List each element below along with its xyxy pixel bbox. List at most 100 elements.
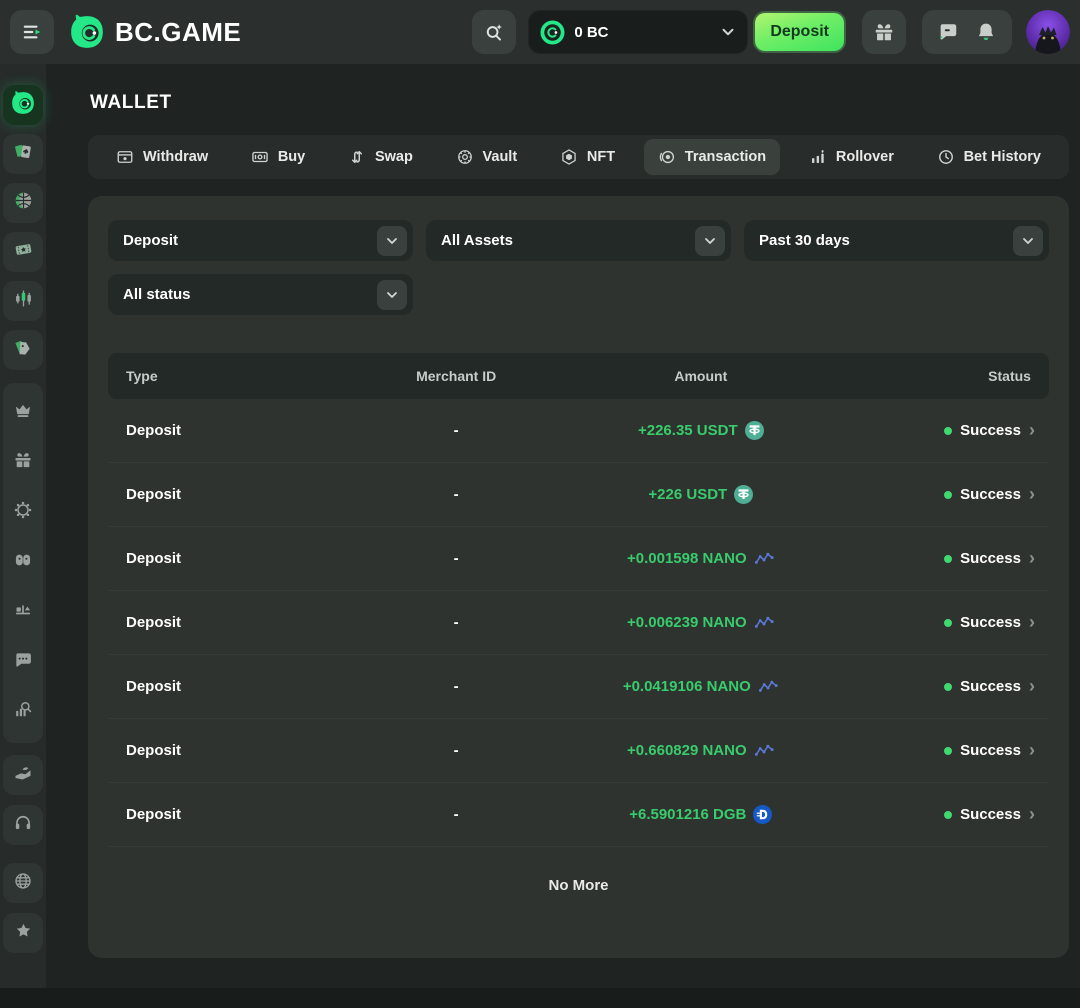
nano-icon: [758, 680, 779, 694]
tx-status[interactable]: Success ›: [823, 611, 1049, 632]
sidebar-item-analytics[interactable]: [3, 688, 43, 736]
buy-icon: [251, 148, 269, 166]
chevron-down-icon[interactable]: [1013, 225, 1043, 256]
chevron-right-icon: ›: [1028, 483, 1035, 504]
logo-text: BC.GAME: [115, 16, 242, 47]
tx-amount: +226.35 USDT: [578, 421, 823, 440]
tab-buy[interactable]: Buy: [237, 139, 319, 175]
tab-vault[interactable]: Vault: [442, 139, 532, 175]
chevron-down-icon[interactable]: [377, 225, 407, 256]
rollover-icon: [809, 148, 827, 166]
no-more-text: No More: [548, 877, 609, 894]
bonus-icon: [13, 450, 33, 475]
chevron-down-icon[interactable]: [695, 225, 725, 256]
filter-date-range[interactable]: Past 30 days: [744, 220, 1049, 261]
nano-icon: [754, 744, 775, 758]
table-header: Type Merchant ID Amount Status: [108, 353, 1049, 399]
chevron-right-icon: ›: [1028, 419, 1035, 440]
sidebar-item-support[interactable]: [3, 805, 43, 845]
success-dot: [944, 810, 953, 819]
user-avatar[interactable]: [1026, 10, 1070, 54]
tx-status[interactable]: Success ›: [823, 741, 1049, 759]
tab-swap[interactable]: Swap: [334, 139, 427, 175]
bc-game-logo[interactable]: BC.GAME: [68, 13, 241, 51]
forum-icon: [13, 650, 33, 675]
table-row[interactable]: Deposit - +0.0419106 NANO Success ›: [108, 655, 1049, 719]
chevron-right-icon: ›: [1028, 611, 1035, 632]
tab-withdraw[interactable]: Withdraw: [102, 139, 222, 175]
balance-group: 0 BC Deposit: [528, 10, 844, 54]
avatar-image: [1026, 10, 1070, 54]
sidebar-item-lottery[interactable]: [3, 232, 43, 272]
filter-row-2: All status: [108, 274, 1049, 315]
sidebar-group-top: [3, 85, 43, 379]
tx-status[interactable]: Success ›: [823, 805, 1049, 823]
tx-merchant-id: -: [453, 486, 459, 503]
tx-merchant-id: -: [453, 422, 459, 439]
balance-selector[interactable]: 0 BC: [528, 10, 749, 54]
vault-icon: [456, 148, 474, 166]
chevron-down-icon[interactable]: [377, 279, 407, 310]
bc-logo-icon: [10, 90, 36, 121]
sidebar-item-community[interactable]: [3, 538, 43, 586]
filter-status[interactable]: All status: [108, 274, 413, 315]
tx-status[interactable]: Success ›: [823, 483, 1049, 504]
tx-amount: +0.001598 NANO: [578, 550, 823, 567]
sidebar-item-sports[interactable]: [3, 183, 43, 223]
hamburger-icon: [23, 25, 41, 39]
tx-type: Deposit: [126, 614, 182, 631]
sidebar-item-referral[interactable]: [3, 755, 43, 795]
tab-rollover[interactable]: Rollover: [795, 139, 908, 175]
main-content: WALLET Withdraw Buy Swap Vault NFT Trans…: [46, 64, 1080, 1008]
sidebar-item-casino[interactable]: [3, 134, 43, 174]
tx-amount: +226 USDT: [578, 485, 823, 504]
filter-row-1: Deposit All Assets Past 30 days: [108, 220, 1049, 261]
language-icon: [13, 871, 33, 896]
sidebar-item-forum[interactable]: [3, 638, 43, 686]
sidebar-item-home[interactable]: [3, 85, 43, 125]
notifications-button[interactable]: [975, 21, 997, 43]
tab-bet-history[interactable]: Bet History: [923, 139, 1055, 175]
tx-type: Deposit: [126, 422, 182, 439]
page-bottom-edge: [0, 988, 1080, 1008]
table-row[interactable]: Deposit - +226.35 USDT Success ›: [108, 399, 1049, 463]
hamburger-menu-button[interactable]: [10, 10, 54, 54]
sidebar-item-promotions[interactable]: [3, 330, 43, 370]
tab-nft[interactable]: NFT: [546, 139, 629, 175]
sidebar-item-vip[interactable]: [3, 388, 43, 436]
table-row[interactable]: Deposit - +0.660829 NANO Success ›: [108, 719, 1049, 783]
sidebar-item-trading[interactable]: [3, 281, 43, 321]
tx-status[interactable]: Success ›: [823, 677, 1049, 695]
deposit-button[interactable]: Deposit: [755, 13, 844, 51]
table-row[interactable]: Deposit - +6.5901216 DGB Success ›: [108, 783, 1049, 847]
sidebar-item-favorites[interactable]: [3, 913, 43, 953]
filter-assets[interactable]: All Assets: [426, 220, 731, 261]
sidebar-item-fairness[interactable]: [3, 588, 43, 636]
success-dot: [944, 682, 953, 691]
sidebar-item-spin[interactable]: [3, 488, 43, 536]
tx-status[interactable]: Success ›: [823, 549, 1049, 567]
rewards-button[interactable]: [862, 10, 906, 54]
chat-button[interactable]: [937, 21, 959, 43]
transaction-icon: [658, 148, 676, 166]
search-button[interactable]: [472, 10, 517, 54]
filter-transaction-type[interactable]: Deposit: [108, 220, 413, 261]
bc-logo-icon: [71, 14, 103, 48]
tab-transaction[interactable]: Transaction: [643, 139, 781, 175]
column-merchant-id: Merchant ID: [416, 368, 497, 384]
tx-merchant-id: -: [453, 678, 459, 695]
table-row[interactable]: Deposit - +226 USDT Success ›: [108, 463, 1049, 527]
casino-icon: [13, 141, 34, 167]
success-dot: [944, 554, 953, 563]
bell-icon: [978, 23, 993, 41]
tx-amount: +0.660829 NANO: [578, 742, 823, 759]
tx-type: Deposit: [126, 742, 182, 759]
tx-status[interactable]: Success ›: [823, 419, 1049, 440]
table-row[interactable]: Deposit - +0.001598 NANO Success ›: [108, 527, 1049, 591]
favorites-icon: [14, 921, 33, 945]
sidebar-item-language[interactable]: [3, 863, 43, 903]
nft-icon: [560, 148, 578, 166]
vip-icon: [13, 400, 33, 425]
sidebar-item-bonus[interactable]: [3, 438, 43, 486]
table-row[interactable]: Deposit - +0.006239 NANO Success ›: [108, 591, 1049, 655]
